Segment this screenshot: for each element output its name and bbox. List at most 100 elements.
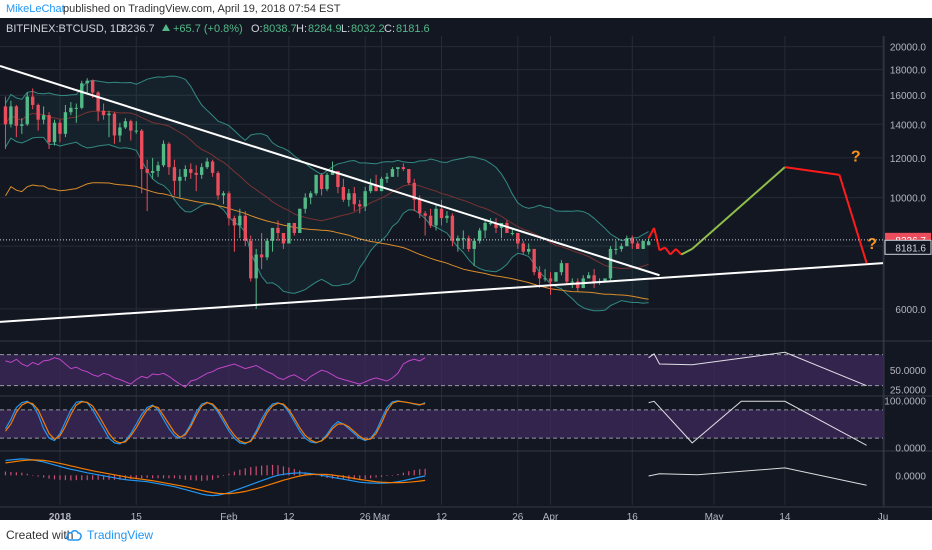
candle[interactable] — [129, 119, 133, 141]
projection-segment[interactable] — [680, 248, 693, 256]
candle[interactable] — [107, 110, 111, 138]
tradingview-cloud-icon[interactable] — [66, 528, 82, 542]
candle[interactable] — [238, 208, 242, 239]
candle[interactable] — [194, 165, 198, 192]
candle[interactable] — [483, 220, 487, 239]
projection-segment[interactable] — [691, 166, 786, 250]
candle[interactable] — [341, 178, 346, 202]
candle[interactable] — [494, 218, 498, 233]
projection-segment[interactable] — [664, 246, 672, 256]
descending-resistance-trendline[interactable] — [0, 65, 660, 277]
candle[interactable] — [467, 235, 471, 252]
question-annotation[interactable]: ? — [851, 149, 861, 166]
candle[interactable] — [537, 266, 542, 289]
candle[interactable] — [254, 248, 258, 309]
candle[interactable] — [379, 176, 384, 192]
rsi-projection-line[interactable] — [648, 351, 867, 387]
candle[interactable] — [358, 199, 362, 214]
candle[interactable] — [205, 157, 209, 170]
candle[interactable] — [156, 161, 160, 177]
candle[interactable] — [101, 103, 106, 120]
candle[interactable] — [412, 178, 416, 212]
candle[interactable] — [183, 165, 188, 181]
candle[interactable] — [407, 169, 411, 185]
macd-projection-line[interactable] — [648, 467, 867, 486]
candle[interactable] — [516, 232, 520, 249]
candle[interactable] — [543, 269, 547, 282]
candle[interactable] — [150, 157, 155, 179]
candle[interactable] — [636, 240, 640, 249]
candle[interactable] — [85, 78, 89, 93]
candle[interactable] — [428, 208, 433, 228]
candle[interactable] — [625, 235, 629, 247]
candle[interactable] — [276, 220, 280, 241]
candle[interactable] — [445, 211, 449, 223]
candle[interactable] — [374, 174, 378, 192]
candle[interactable] — [140, 129, 144, 194]
candle[interactable] — [14, 104, 19, 138]
candle[interactable] — [36, 103, 40, 131]
candle[interactable] — [319, 172, 324, 196]
candle[interactable] — [347, 189, 351, 207]
candle[interactable] — [396, 167, 400, 177]
candle[interactable] — [586, 272, 591, 279]
candle[interactable] — [330, 161, 335, 175]
candle[interactable] — [161, 140, 166, 168]
candle[interactable] — [527, 243, 531, 255]
candle[interactable] — [281, 232, 286, 249]
candle[interactable] — [456, 235, 460, 252]
candle[interactable] — [52, 119, 57, 146]
candle[interactable] — [565, 263, 569, 285]
candle[interactable] — [641, 240, 645, 249]
candle[interactable] — [221, 191, 226, 205]
candle[interactable] — [216, 170, 220, 200]
stoch-projection-line[interactable] — [648, 400, 867, 446]
candle[interactable] — [80, 80, 84, 110]
projection-segment[interactable] — [675, 248, 683, 256]
candle[interactable] — [608, 246, 613, 282]
candle[interactable] — [199, 163, 204, 179]
candle[interactable] — [287, 222, 291, 244]
candle[interactable] — [619, 243, 624, 252]
candle[interactable] — [592, 269, 596, 289]
author-link[interactable]: MikeLeChat — [6, 3, 65, 15]
symbol-label[interactable]: BITFINEX:BTCUSD, 1D — [6, 23, 124, 35]
candle[interactable] — [477, 227, 482, 244]
candle[interactable] — [178, 169, 182, 198]
candle[interactable] — [249, 235, 253, 282]
candle[interactable] — [576, 278, 580, 292]
projection-segment[interactable] — [659, 246, 666, 252]
candle[interactable] — [303, 193, 307, 214]
candle[interactable] — [31, 88, 35, 110]
candle[interactable] — [58, 119, 62, 143]
candle[interactable] — [145, 159, 149, 212]
candle[interactable] — [259, 232, 264, 270]
candle[interactable] — [461, 230, 465, 249]
candle[interactable] — [25, 92, 29, 126]
candle[interactable] — [112, 112, 117, 144]
chart-area[interactable]: BITFINEX:BTCUSD, 1D 8236.7 +65.7 (+0.8%)… — [0, 18, 932, 523]
candle[interactable] — [118, 122, 122, 143]
chart-svg[interactable]: BITFINEX:BTCUSD, 1D 8236.7 +65.7 (+0.8%)… — [0, 18, 932, 523]
candle[interactable] — [385, 172, 389, 183]
candle[interactable] — [548, 272, 553, 295]
ascending-support-trendline[interactable] — [0, 262, 884, 323]
candle[interactable] — [401, 163, 406, 171]
candle[interactable] — [232, 215, 237, 252]
projection-segment[interactable] — [669, 248, 677, 256]
candle[interactable] — [390, 167, 395, 177]
candle[interactable] — [123, 118, 128, 130]
candle[interactable] — [368, 178, 373, 194]
candle[interactable] — [3, 96, 8, 149]
candle[interactable] — [314, 174, 318, 196]
projection-segment[interactable] — [838, 174, 868, 264]
candle[interactable] — [265, 238, 269, 261]
candle[interactable] — [292, 222, 297, 236]
candle[interactable] — [69, 102, 73, 116]
candle[interactable] — [189, 163, 193, 179]
tradingview-link[interactable]: TradingView — [87, 528, 154, 542]
candle[interactable] — [325, 172, 329, 192]
candle[interactable] — [352, 186, 356, 212]
candle[interactable] — [167, 142, 171, 175]
candle[interactable] — [298, 208, 302, 233]
